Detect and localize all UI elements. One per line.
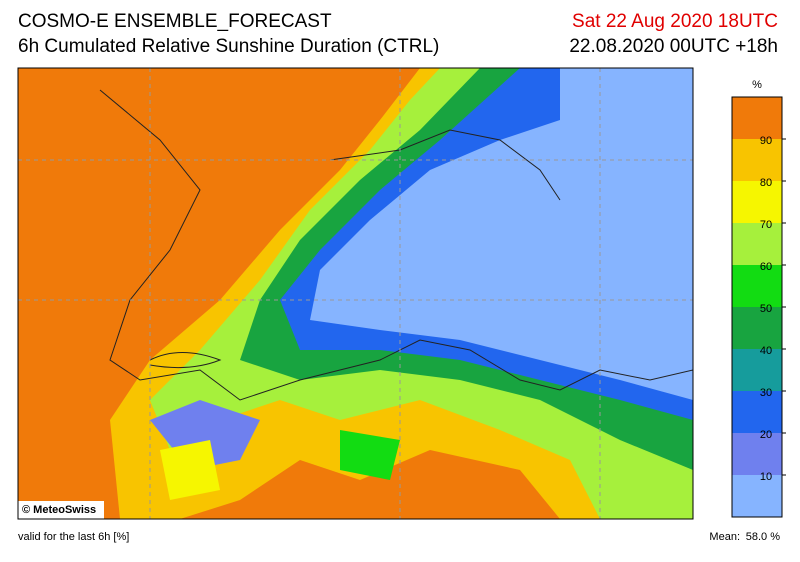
- colorbar-label: 70: [760, 219, 772, 231]
- color-bin: [732, 223, 782, 265]
- map-frame: [17, 67, 694, 520]
- colorbar: % 10 20 30 40 50 60 70 80 90: [731, 79, 786, 518]
- color-bin: [732, 181, 782, 223]
- colorbar-label: 50: [760, 303, 772, 315]
- title: COSMO-E ENSEMBLE_FORECAST: [18, 11, 332, 32]
- colorbar-label: 60: [760, 261, 772, 273]
- color-bin: [732, 349, 782, 391]
- colorbar-label: 40: [760, 345, 772, 357]
- map: © MeteoSwiss: [18, 68, 693, 519]
- colorbar-label: 30: [760, 387, 772, 399]
- colorbar-label: 80: [760, 177, 772, 189]
- mean-value: 58.0 %: [746, 531, 780, 543]
- color-bin: [732, 97, 782, 139]
- colorbar-unit: %: [752, 79, 762, 91]
- color-bin: [732, 433, 782, 475]
- colorbar-label: 10: [760, 471, 772, 483]
- color-bin: [732, 391, 782, 433]
- color-bin: [732, 307, 782, 349]
- colorbar-label: 90: [760, 135, 772, 147]
- mean-label: Mean:: [709, 531, 740, 543]
- color-bin: [732, 475, 782, 517]
- subtitle: 6h Cumulated Relative Sunshine Duration …: [18, 36, 439, 57]
- colorbar-label: 20: [760, 429, 772, 441]
- color-bin: [732, 139, 782, 181]
- validity: valid for the last 6h [%]: [18, 531, 129, 543]
- credit: © MeteoSwiss: [22, 504, 96, 516]
- run-time: 22.08.2020 00UTC +18h: [569, 36, 778, 57]
- valid-time: Sat 22 Aug 2020 18UTC: [572, 11, 778, 32]
- color-bin: [732, 265, 782, 307]
